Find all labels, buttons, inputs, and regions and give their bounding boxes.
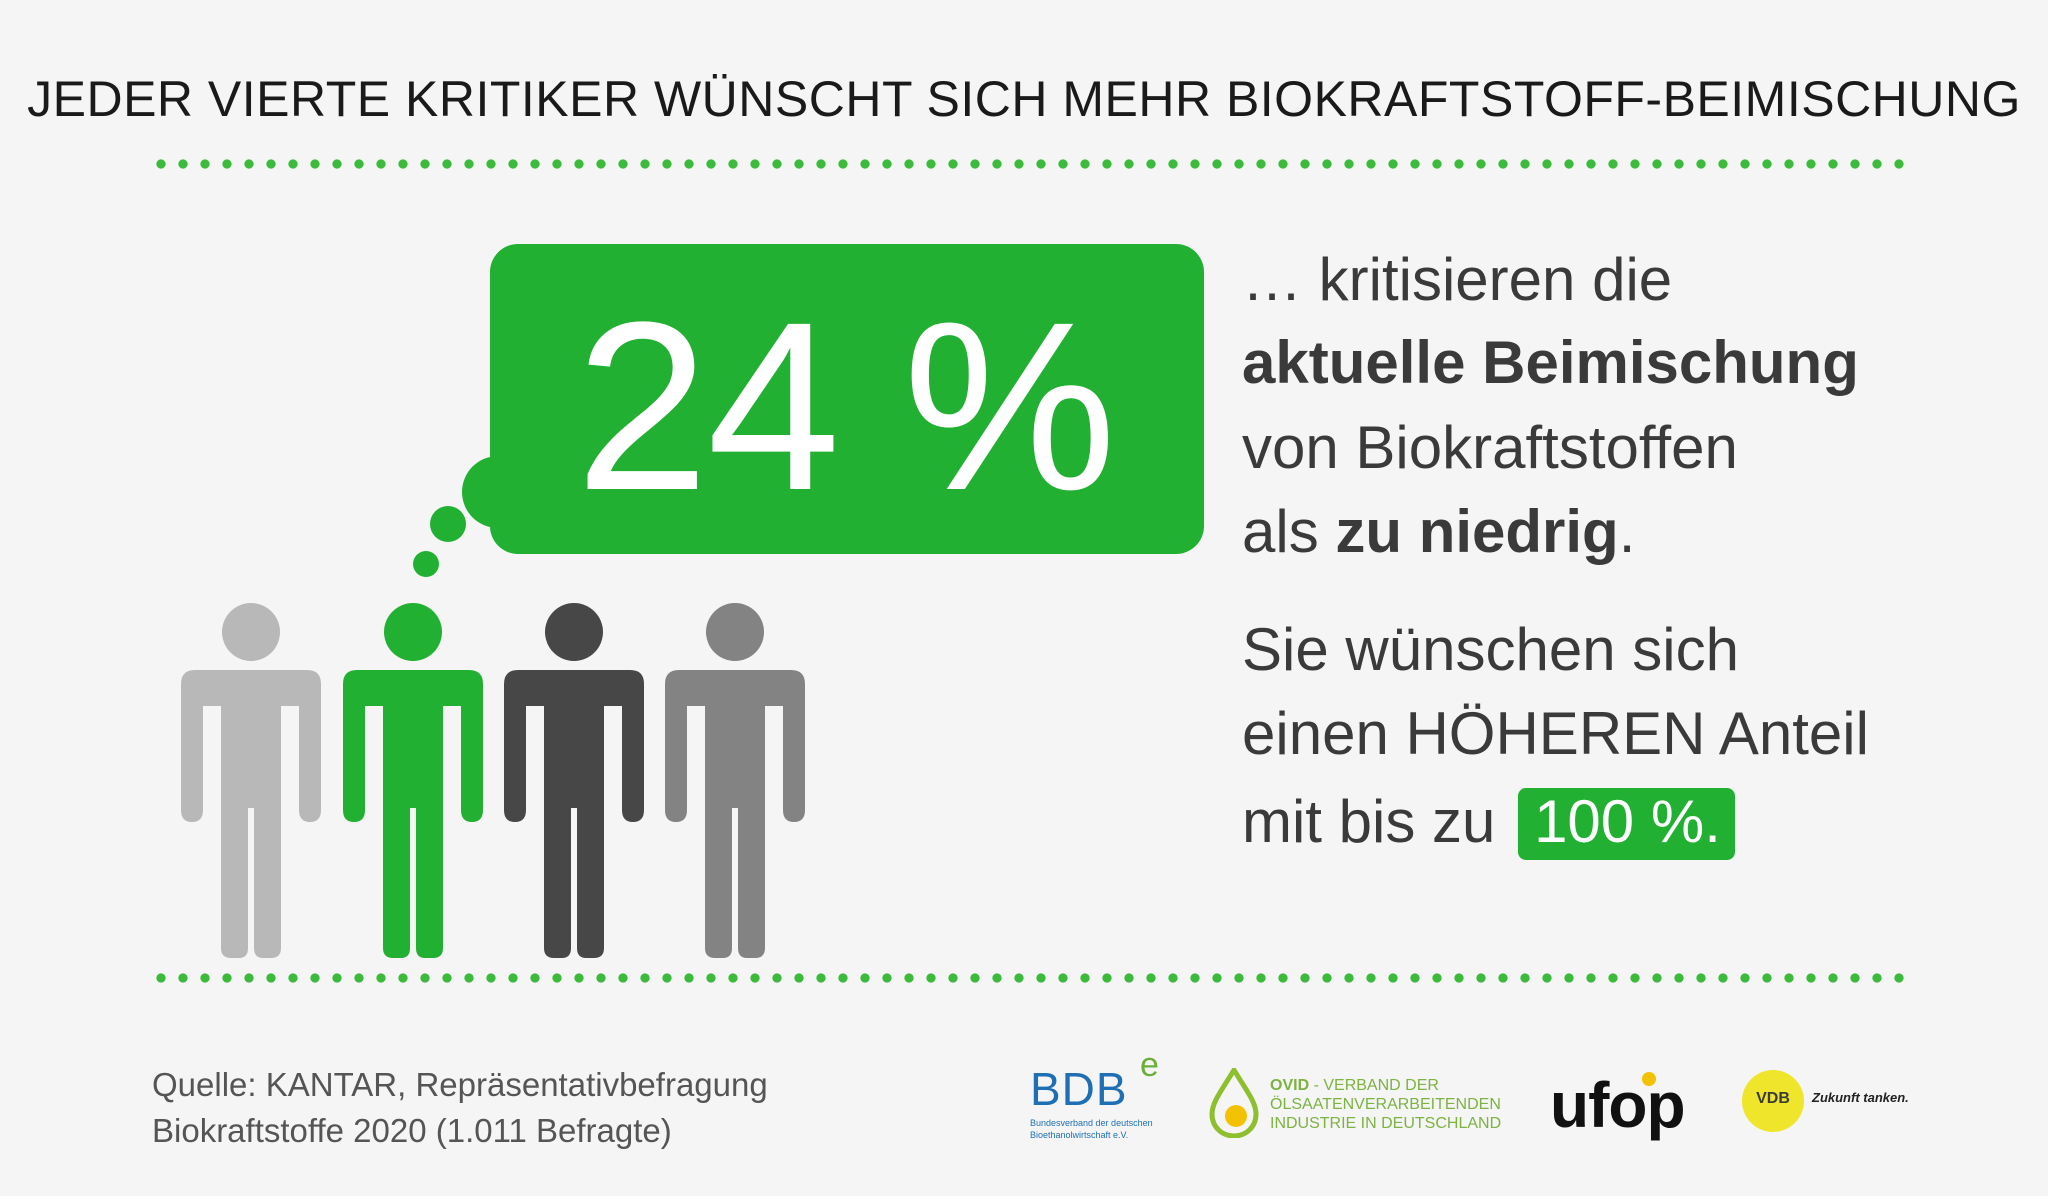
person-dark-gray-head bbox=[545, 603, 603, 661]
person-green bbox=[343, 603, 483, 958]
person-light-gray-head bbox=[222, 603, 280, 661]
statement-line-5: Sie wünschen sich bbox=[1242, 616, 1739, 683]
statement-line-3: von Biokraftstoffen bbox=[1242, 414, 1738, 481]
statement-line-7-pre: mit bis zu bbox=[1242, 788, 1513, 855]
statement-line-4: als zu niedrig. bbox=[1242, 502, 1635, 562]
ovid-logo: OVID - VERBAND DER ÖLSAATENVERARBEITENDE… bbox=[1208, 1066, 1508, 1156]
statement-line-4-pre: als bbox=[1242, 498, 1336, 565]
ovid-logo-line-2: ÖLSAATENVERARBEITENDEN bbox=[1270, 1096, 1501, 1113]
vdb-logo: VDB Zukunft tanken. bbox=[1742, 1070, 1922, 1140]
bdbe-logo: BDB e Bundesverband der deutschen Bioeth… bbox=[1030, 1046, 1170, 1146]
ufop-logo-text: ufop bbox=[1550, 1069, 1686, 1141]
bubble-dot-medium bbox=[430, 506, 466, 542]
statement-bold-low: zu niedrig bbox=[1335, 498, 1619, 565]
ufop-logo: ufop bbox=[1550, 1069, 1710, 1144]
person-green-body bbox=[343, 670, 483, 958]
statement-line-2: aktuelle Beimischung bbox=[1242, 333, 1859, 393]
person-light-gray-body bbox=[181, 670, 321, 958]
ovid-logo-line-1: OVID - VERBAND DER bbox=[1270, 1076, 1501, 1095]
ovid-logo-line-3: INDUSTRIE IN DEUTSCHLAND bbox=[1270, 1115, 1502, 1132]
person-dark-gray-body bbox=[504, 670, 644, 958]
bdbe-logo-sup: e bbox=[1140, 1046, 1159, 1084]
person-light-gray bbox=[181, 603, 321, 958]
source-note: Quelle: KANTAR, Repräsentativbefragung B… bbox=[152, 1062, 768, 1154]
source-line-2: Biokraftstoffe 2020 (1.011 Befragte) bbox=[152, 1112, 672, 1149]
person-mid-gray-body bbox=[665, 670, 805, 958]
bdbe-logo-sub-1: Bundesverband der deutschen bbox=[1030, 1118, 1153, 1128]
ovid-logo-name: OVID bbox=[1270, 1077, 1310, 1094]
statement-bold-phrase: aktuelle Beimischung bbox=[1242, 329, 1859, 396]
statement-line-6: einen HÖHEREN Anteil bbox=[1242, 700, 1869, 767]
bubble-dot-small bbox=[413, 551, 439, 577]
ufop-dot-icon bbox=[1642, 1072, 1656, 1086]
bdbe-logo-sub-2: Bioethanolwirtschaft e.V. bbox=[1030, 1130, 1129, 1140]
statement-line-7: mit bis zu 100 %. bbox=[1242, 788, 1735, 860]
vdb-badge-text: VDB bbox=[1756, 1090, 1790, 1107]
highlight-badge: 100 %. bbox=[1518, 788, 1735, 860]
bdbe-logo-main: BDB bbox=[1030, 1063, 1128, 1115]
bubble-tail-large bbox=[462, 456, 534, 528]
person-mid-gray-head bbox=[706, 603, 764, 661]
person-dark-gray bbox=[504, 603, 644, 958]
statement-line-1: … kritisieren die bbox=[1242, 246, 1673, 313]
vdb-slogan: Zukunft tanken. bbox=[1812, 1090, 1909, 1105]
people-group bbox=[181, 603, 805, 958]
person-mid-gray bbox=[665, 603, 805, 958]
dotted-divider-top bbox=[150, 158, 1910, 170]
ovid-logo-rest-1: - VERBAND DER bbox=[1309, 1077, 1439, 1094]
source-line-1: Quelle: KANTAR, Repräsentativbefragung bbox=[152, 1066, 768, 1103]
oil-drop-icon bbox=[1209, 1068, 1259, 1138]
dotted-divider-bottom bbox=[150, 972, 1910, 984]
headline: JEDER VIERTE KRITIKER WÜNSCHT SICH MEHR … bbox=[27, 71, 2021, 127]
statement-line-4-post: . bbox=[1618, 498, 1636, 565]
thought-bubble bbox=[490, 244, 1204, 554]
stat-value: 24 % bbox=[575, 272, 1116, 540]
person-green-head bbox=[384, 603, 442, 661]
